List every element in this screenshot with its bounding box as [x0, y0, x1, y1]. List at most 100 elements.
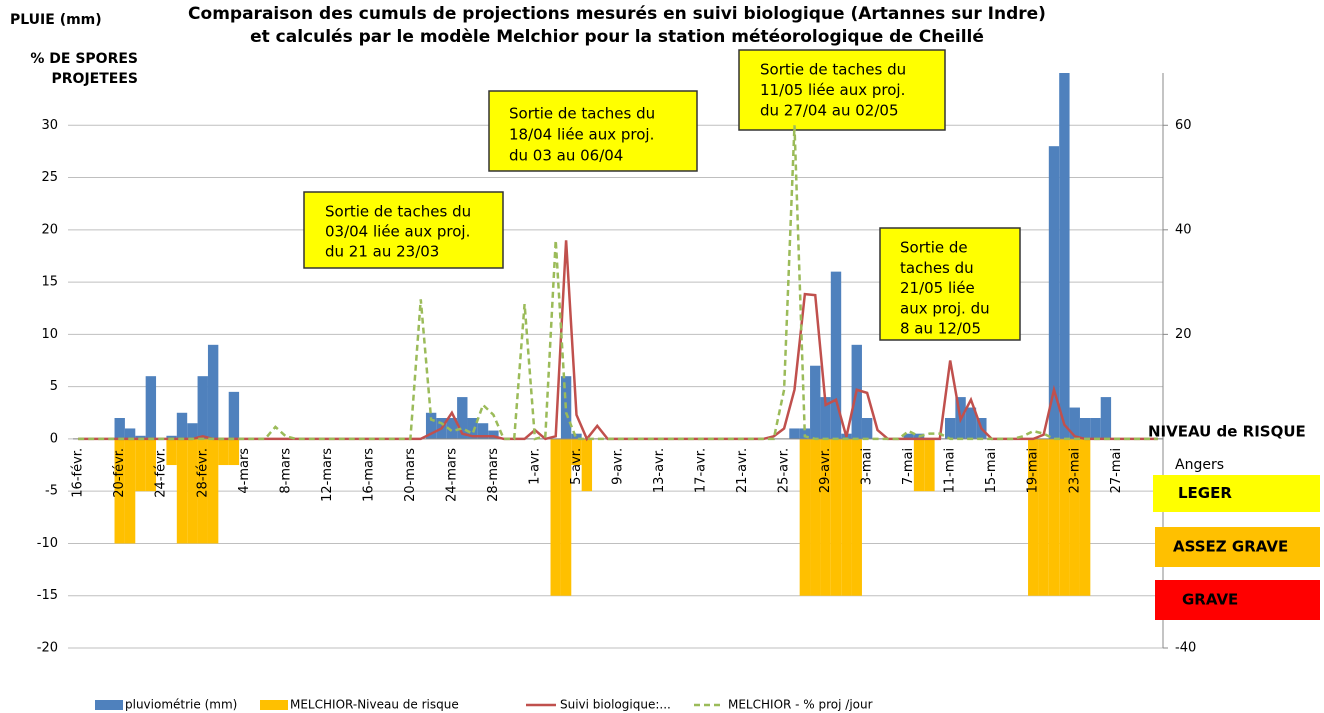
- bar: [124, 428, 136, 439]
- bar: [228, 391, 240, 439]
- risk-level-box: [1153, 475, 1320, 512]
- annotation-text: du 27/04 au 02/05: [760, 102, 899, 120]
- annotation-box: [488, 90, 698, 172]
- risk-level-label: LEGER: [1178, 484, 1232, 502]
- annotation-text: du 03 au 06/04: [509, 147, 623, 165]
- risk-level-label: ASSEZ GRAVE: [1173, 538, 1288, 556]
- y-tick-label: 15: [41, 275, 58, 290]
- risk-legend-title: NIVEAU de RISQUE: [1148, 423, 1306, 441]
- y2-tick-label: 20: [1175, 327, 1192, 342]
- bar: [218, 438, 229, 466]
- legend-swatch: [260, 700, 288, 710]
- bar: [820, 397, 831, 439]
- bar: [810, 438, 821, 596]
- bar: [176, 412, 188, 439]
- bar: [1048, 146, 1060, 439]
- bar: [446, 418, 458, 439]
- bar: [1100, 397, 1112, 439]
- annotation-text: 21/05 liée: [900, 279, 975, 297]
- x-tick-label: 24-mars: [444, 448, 459, 502]
- y-tick-label: 30: [41, 118, 58, 133]
- bar: [571, 433, 582, 439]
- bar: [945, 418, 956, 439]
- annotation-text: Sortie de: [900, 239, 968, 257]
- bar: [124, 438, 136, 544]
- bar: [861, 418, 873, 439]
- x-tick-label: 16-févr.: [71, 448, 86, 498]
- x-tick-label: 20-févr.: [112, 448, 127, 498]
- annotation-text: Sortie de taches du: [760, 61, 906, 79]
- y-tick-label: 5: [50, 379, 58, 394]
- bar: [924, 438, 935, 492]
- legend-label: MELCHIOR-Niveau de risque: [290, 698, 459, 712]
- x-tick-label: 5-avr.: [569, 448, 584, 485]
- bar: [581, 438, 593, 492]
- x-tick-label: 9-avr.: [611, 448, 626, 485]
- risk-level-box: [1155, 527, 1320, 567]
- annotation-box: [879, 227, 1021, 341]
- y-tick-label: -5: [45, 484, 58, 499]
- bar: [145, 376, 157, 439]
- annotation-box: [738, 49, 946, 131]
- bar: [488, 430, 499, 439]
- bar: [477, 423, 489, 439]
- legend-label: MELCHIOR - % proj /jour: [728, 698, 873, 712]
- bar: [1059, 438, 1070, 596]
- annotation-text: 03/04 liée aux proj.: [325, 223, 470, 241]
- bar: [830, 271, 842, 439]
- y-tick-label: 0: [50, 431, 58, 446]
- bar: [1079, 438, 1091, 596]
- bar: [1079, 418, 1091, 439]
- bar: [571, 438, 582, 466]
- bar: [550, 438, 561, 596]
- x-tick-label: 16-mars: [361, 448, 376, 502]
- bar: [114, 418, 125, 439]
- x-tick-label: 28-mars: [486, 448, 501, 502]
- bar: [114, 438, 125, 544]
- annotation-text: du 21 au 23/03: [325, 243, 439, 261]
- bar: [145, 438, 157, 492]
- bar: [207, 344, 219, 439]
- annotation-text: aux proj. du: [900, 299, 990, 317]
- x-tick-label: 8-mars: [278, 448, 293, 494]
- annotation-box: [303, 191, 504, 269]
- x-tick-label: 11-mai: [943, 448, 958, 493]
- annotation-text: 18/04 liée aux proj.: [509, 126, 654, 144]
- bar: [830, 438, 842, 596]
- bar: [820, 438, 831, 596]
- x-tick-label: 23-mai: [1067, 448, 1082, 493]
- bar: [789, 428, 800, 439]
- y2-tick-label: 60: [1175, 118, 1192, 133]
- bar: [457, 397, 468, 439]
- chart-title: et calculés par le modèle Melchior pour …: [250, 27, 984, 47]
- risk-level-box: [1155, 580, 1320, 620]
- x-tick-label: 4-mars: [237, 448, 252, 494]
- bar: [841, 438, 852, 596]
- bar: [1059, 73, 1070, 439]
- bar: [425, 412, 437, 439]
- y-tick-label: -20: [37, 641, 58, 656]
- bar: [965, 407, 977, 439]
- x-tick-label: 7-mai: [901, 448, 916, 485]
- series-line: [78, 125, 1158, 441]
- y2-axis-label: PROJETEES: [52, 71, 138, 87]
- y-tick-label: 20: [41, 222, 58, 237]
- x-tick-label: 21-avr.: [735, 448, 750, 493]
- bar: [1028, 438, 1039, 596]
- bar: [1069, 407, 1080, 439]
- x-tick-label: 24-févr.: [154, 448, 169, 498]
- y2-tick-label: -40: [1175, 641, 1196, 656]
- annotation-text: 11/05 liée aux proj.: [760, 81, 905, 99]
- x-tick-label: 3-mai: [860, 448, 875, 485]
- bar: [1038, 438, 1049, 596]
- bar: [810, 365, 821, 439]
- bar: [207, 438, 219, 544]
- x-tick-label: 13-avr.: [652, 448, 667, 493]
- bar: [799, 428, 811, 439]
- bar: [228, 438, 240, 466]
- y-axis-label: PLUIE (mm): [10, 12, 102, 28]
- legend-label: pluviométrie (mm): [125, 698, 237, 712]
- y-tick-label: -10: [37, 536, 58, 551]
